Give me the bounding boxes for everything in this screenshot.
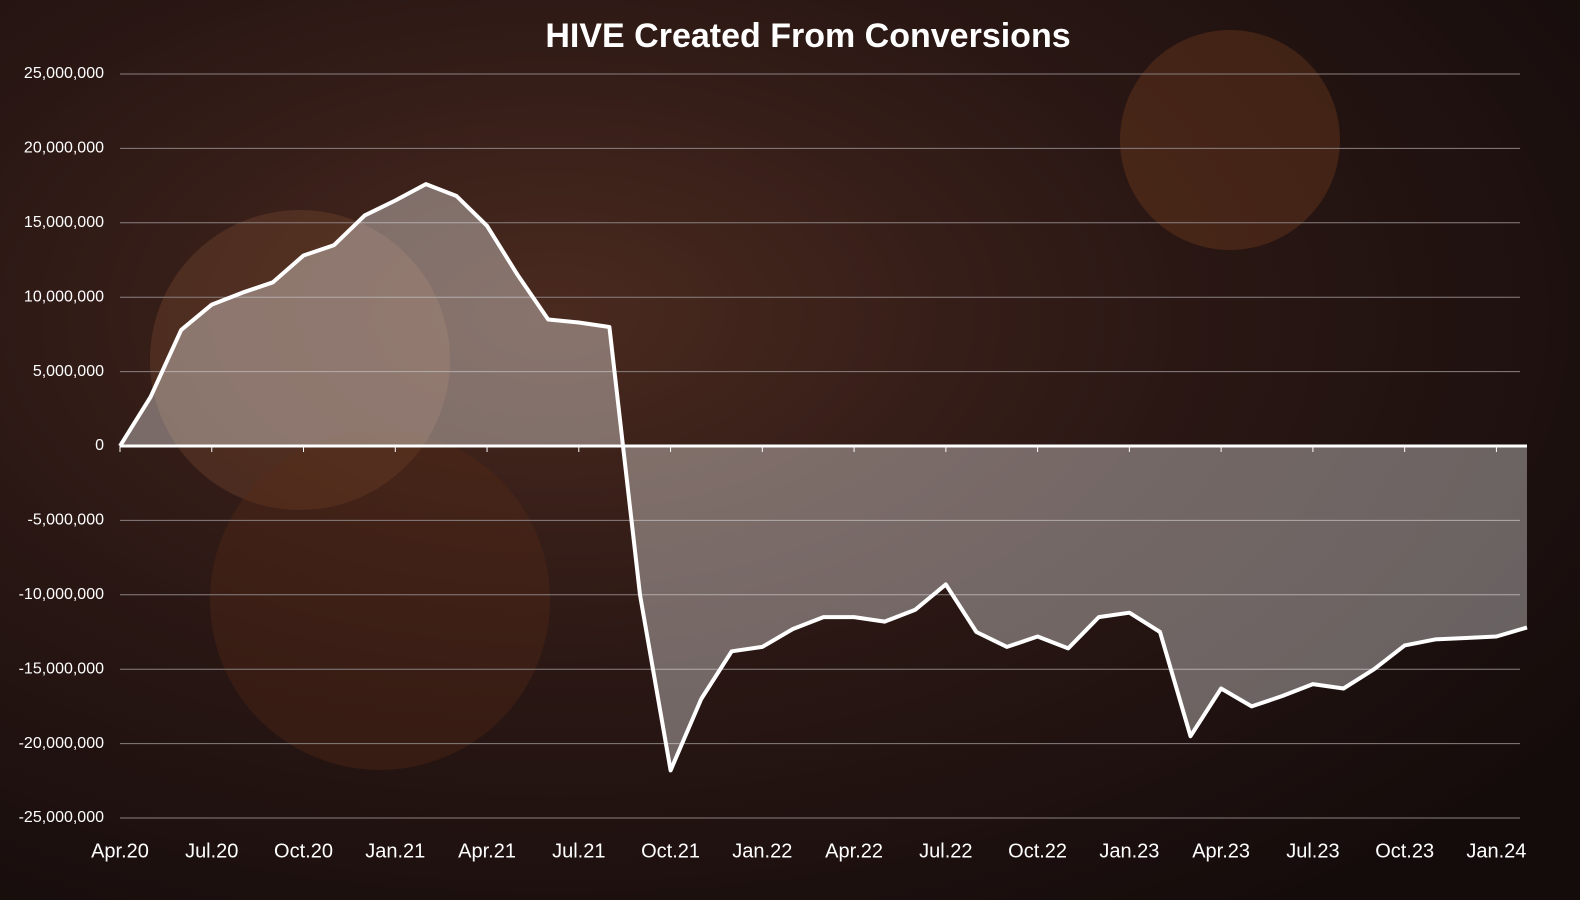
y-tick-label: -15,000,000: [19, 660, 105, 677]
y-tick-label: -5,000,000: [27, 512, 104, 529]
x-tick-label: Apr.23: [1192, 840, 1250, 862]
x-tick-label: Oct.22: [1008, 840, 1067, 862]
x-tick-label: Apr.20: [91, 840, 149, 862]
x-tick-label: Oct.21: [641, 840, 700, 862]
x-tick-label: Jul.22: [919, 840, 972, 862]
line: [118, 182, 1528, 773]
x-tick-label: Jul.23: [1286, 840, 1339, 862]
y-tick-label: -10,000,000: [19, 586, 105, 603]
x-tick-label: Oct.23: [1375, 840, 1434, 862]
chart-title: HIVE Created From Conversions: [545, 17, 1070, 55]
x-tick-label: Jan.21: [365, 840, 425, 862]
y-tick-label: 0: [95, 437, 104, 454]
y-tick-label: 25,000,000: [24, 65, 104, 82]
x-tick-label: Apr.21: [458, 840, 516, 862]
x-tick-label: Jul.20: [185, 840, 238, 862]
x-tick-label: Jan.24: [1466, 840, 1526, 862]
y-tick-label: 5,000,000: [33, 363, 104, 380]
y-tick-label: -25,000,000: [19, 809, 105, 826]
decor: [1120, 30, 1340, 250]
y-tick-label: 15,000,000: [24, 214, 104, 231]
x-tick-label: Jul.21: [552, 840, 605, 862]
x-tick-label: Jan.22: [732, 840, 792, 862]
x-tick-label: Apr.22: [825, 840, 883, 862]
decor: [150, 210, 450, 510]
y-tick-label: 20,000,000: [24, 140, 104, 157]
y-tick-label: 10,000,000: [24, 288, 104, 305]
x-tick-label: Jan.23: [1099, 840, 1159, 862]
area: [120, 184, 1527, 771]
decor: [210, 430, 550, 770]
y-tick-label: -20,000,000: [19, 735, 105, 752]
x-tick-label: Oct.20: [274, 840, 333, 862]
